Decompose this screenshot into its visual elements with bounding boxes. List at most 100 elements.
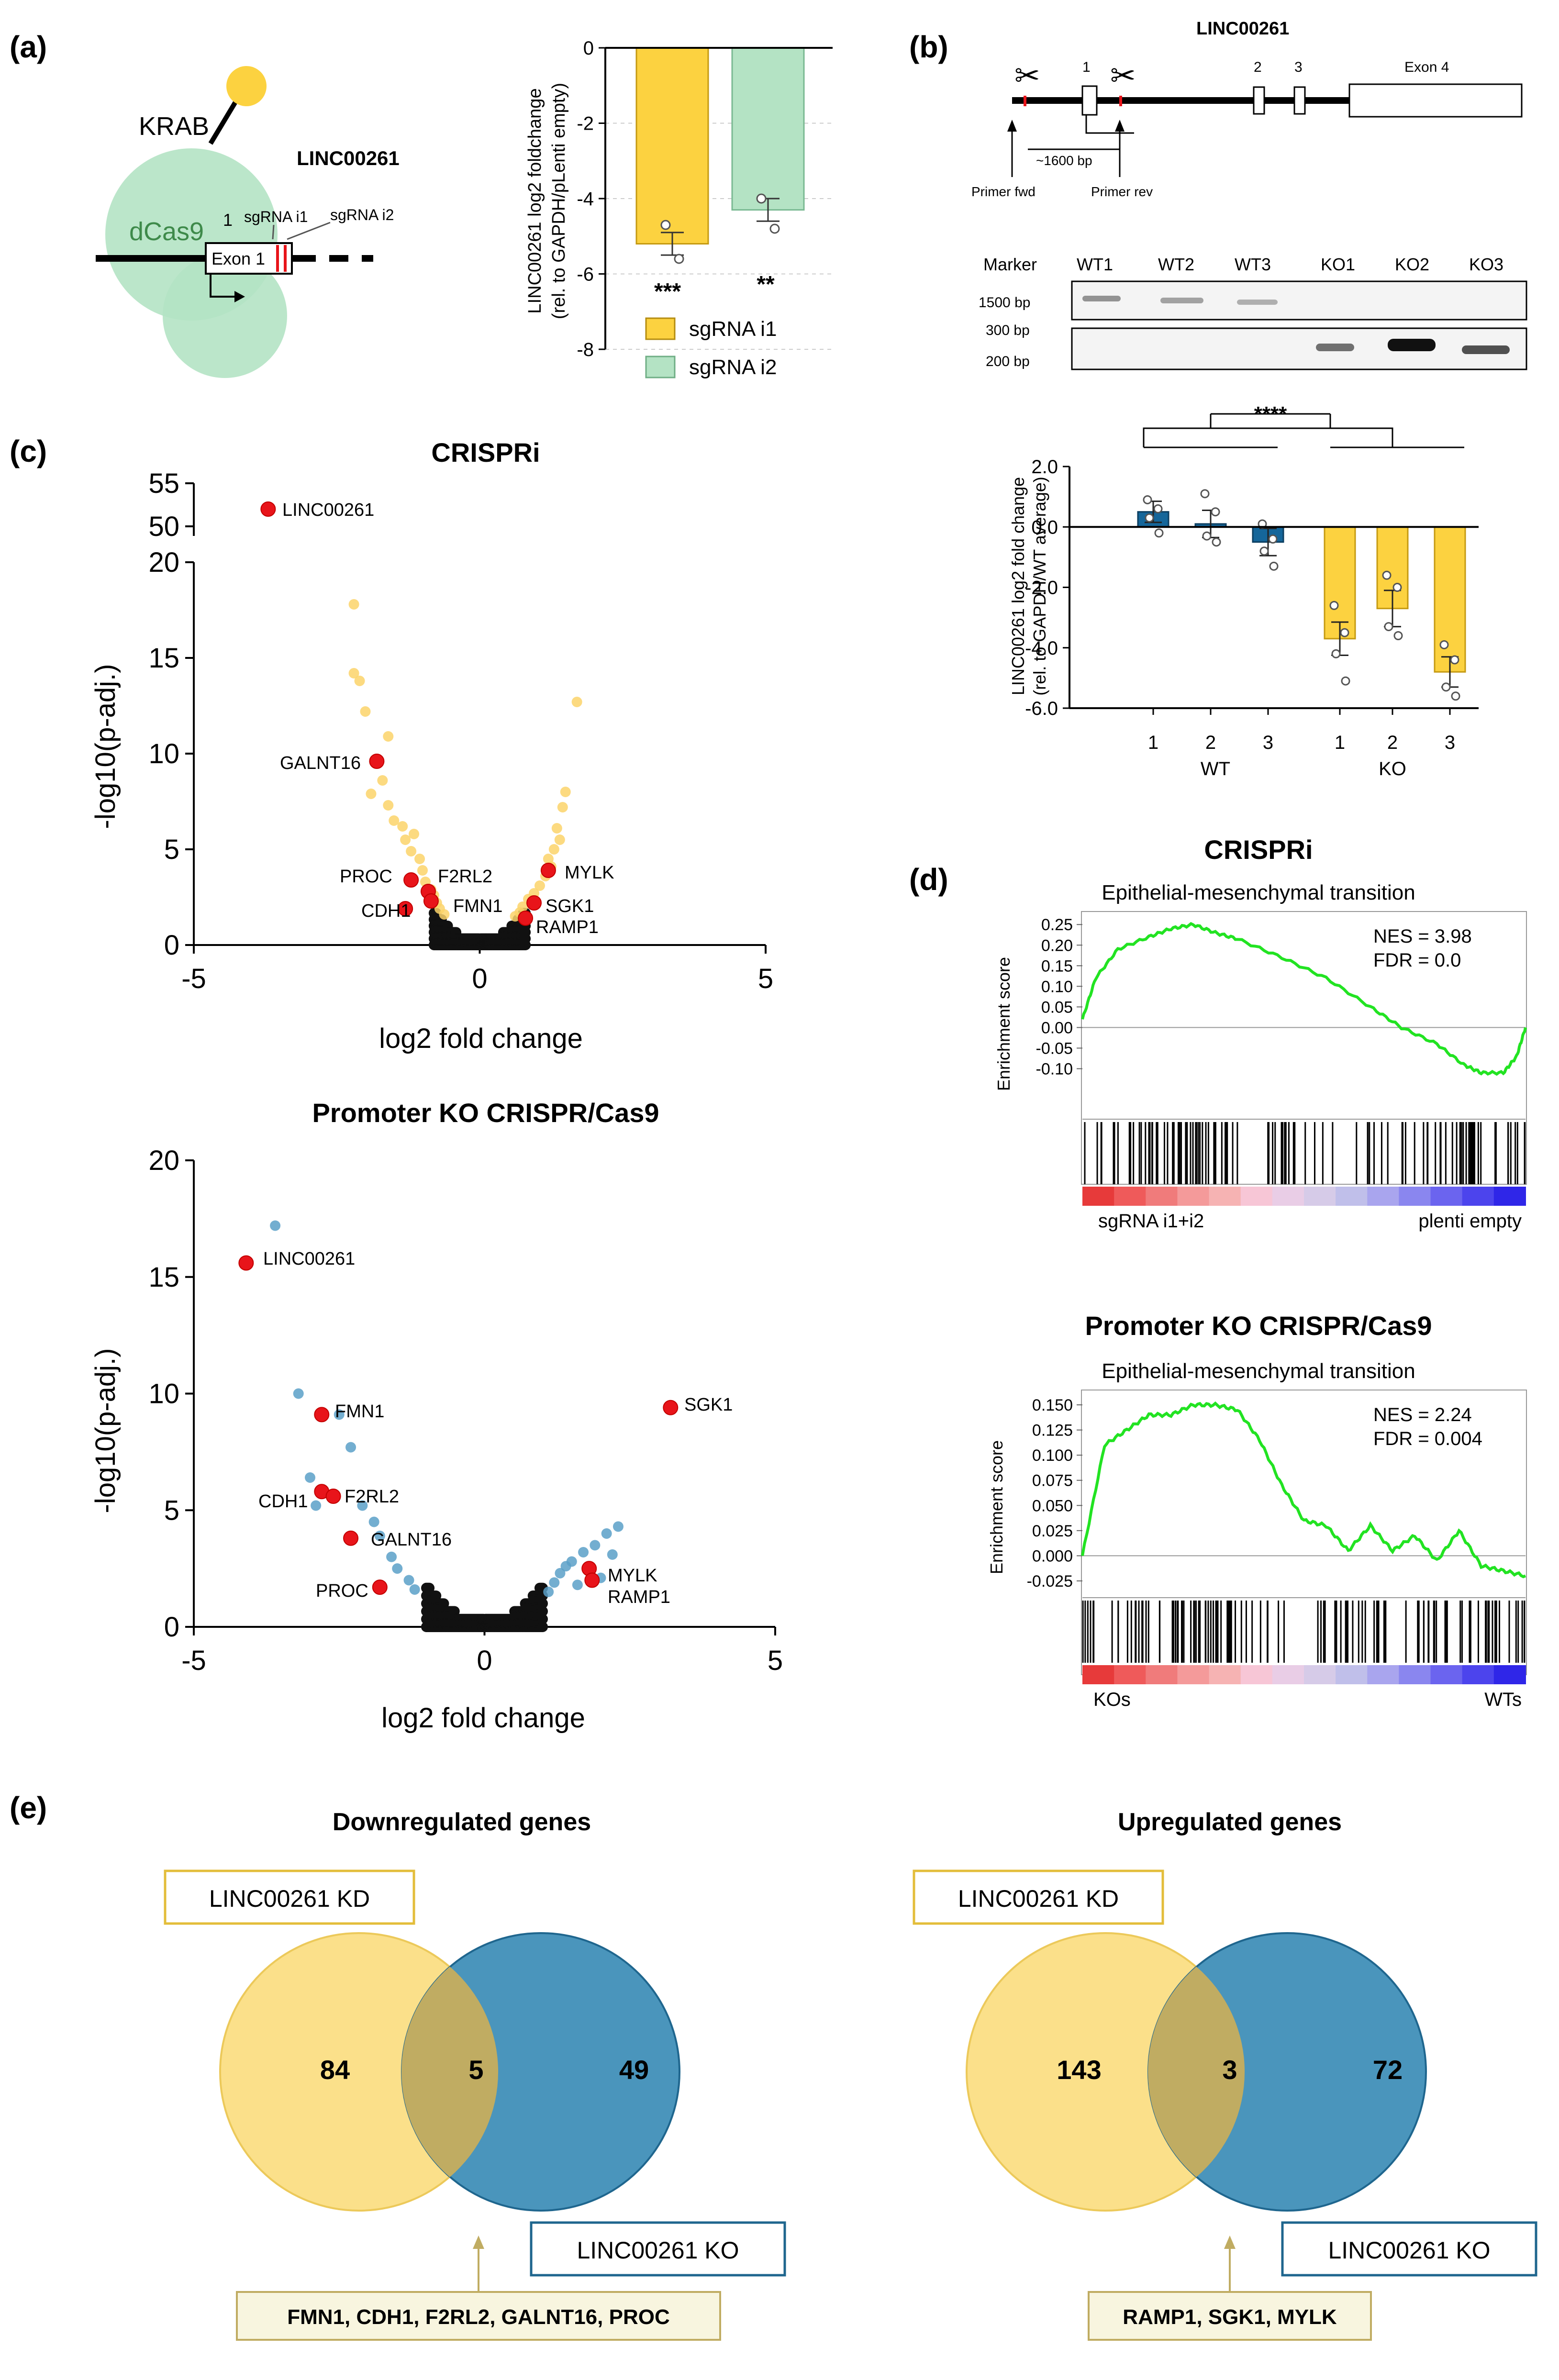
volcano-gene-label: RAMP1 — [536, 917, 599, 937]
gel-lane-wt1: WT1 — [1077, 255, 1113, 274]
gsea-ytick-label: -0.025 — [1027, 1572, 1073, 1590]
gel-lane-ko1: KO1 — [1321, 255, 1355, 274]
b-point — [1211, 507, 1220, 517]
volcano-sig-point — [293, 1388, 304, 1399]
b-sig-stars: **** — [1254, 402, 1287, 426]
venn-down-left-count: 84 — [320, 2055, 350, 2085]
gel-bp1500: 1500 bp — [979, 295, 1030, 311]
primer-rev-arrowhead — [1115, 120, 1125, 132]
volcano-crispri-xlabel: log2 fold change — [379, 1023, 583, 1054]
venn-up-left-count: 143 — [1057, 2055, 1101, 2085]
map-exon4-label: Exon 4 — [1404, 59, 1449, 75]
gsea-ranked-list-segment — [1240, 1187, 1273, 1206]
gsea-crispri-subtitle: Epithelial-mesenchymal transition — [1102, 881, 1415, 904]
gsea-ranked-list-segment — [1209, 1665, 1241, 1684]
volcano-sig-point — [549, 1577, 560, 1588]
b-point — [1259, 546, 1269, 556]
volcano-sig-point — [601, 1528, 612, 1539]
volcano-gene-label: FMN1 — [453, 896, 502, 916]
panel-b-label: (b) — [909, 30, 948, 64]
scissors-icon-left: ✂ — [1014, 58, 1040, 93]
gsea-ytick-label: 0.025 — [1032, 1522, 1073, 1540]
dcas9-blob-bottom — [163, 254, 287, 378]
gsea-ranked-list-segment — [1272, 1665, 1304, 1684]
exon1-label: Exon 1 — [212, 249, 265, 268]
gsea-ytick-label: 0.075 — [1032, 1472, 1073, 1490]
gsea-ytick-label: 0.10 — [1041, 978, 1073, 996]
volcano-sig-point — [354, 676, 365, 686]
scissors-icon-right: ✂ — [1110, 58, 1136, 93]
b-bar-chart: LINC00261 log2 fold change (rel. to GAPD… — [1008, 402, 1479, 779]
volcano-ytick-label: 20 — [148, 1145, 179, 1176]
gsea-crispri-marks: 0.25 0.20 0.15 0.10 0.05 0.00 -0.05 -0.10 — [1036, 916, 1527, 1206]
gsea-crispri-left-label: sgRNA i1+i2 — [1098, 1211, 1204, 1232]
a-ytick-label: -2 — [577, 113, 594, 134]
primer-fwd-label: Primer fwd — [971, 184, 1036, 199]
gsea-ranked-list-segment — [1209, 1187, 1241, 1206]
volcano-sig-point — [409, 1584, 420, 1595]
volcano-sig-point — [383, 731, 394, 742]
venn-up-right-count: 72 — [1373, 2055, 1403, 2085]
gsea-ytick-label: 0.150 — [1032, 1396, 1073, 1414]
gel-bp200: 200 bp — [986, 354, 1030, 369]
venn-up-kd-label: LINC00261 KD — [958, 1885, 1119, 1912]
map-exon3 — [1293, 86, 1306, 115]
volcano-gene-label: LINC00261 — [282, 500, 374, 520]
volcano-ytick-label: 0 — [164, 930, 179, 961]
volcano-sig-point — [334, 1409, 345, 1420]
volcano-sig-point — [406, 846, 417, 856]
volcano-xtick-label: 0 — [477, 1645, 492, 1676]
venn-down-kd-label: LINC00261 KD — [209, 1885, 370, 1912]
volcano-sig-point — [345, 1442, 356, 1453]
volcano-sig-point — [557, 802, 568, 812]
volcano-sig-point — [551, 823, 562, 834]
gsea-ytick-label: 0.20 — [1041, 936, 1073, 955]
venn-down-kd-box — [164, 1869, 415, 1925]
volcano-gene-label: FMN1 — [335, 1401, 384, 1422]
b-ylabel-line1: LINC00261 log2 fold change — [1008, 477, 1028, 695]
volcano-sig-point — [368, 1516, 379, 1527]
gsea-ko-marks: 0.150 0.125 0.100 0.075 0.050 0.025 0.000 -0.02… — [1027, 1396, 1526, 1684]
volcano-ko-ylabel: -log10(p-adj.) — [90, 1348, 121, 1513]
b-sig-bracket-outer — [1143, 427, 1393, 447]
volcano-sig-point — [400, 834, 411, 845]
a-point — [660, 220, 671, 230]
venn-up-genes-box — [1088, 2291, 1372, 2341]
gsea-ranked-list-segment — [1367, 1665, 1400, 1684]
a-ylabel-line1: LINC00261 log2 foldchange — [525, 88, 545, 313]
gsea-ranked-list-segment — [1177, 1665, 1210, 1684]
gel-lane-ko3: KO3 — [1469, 255, 1503, 274]
b-point — [1450, 655, 1459, 665]
b-chart-marks: 2.0 0.0 -2.0 -4.0 -6.0 1 2 3 1 2 3 — [1025, 456, 1479, 753]
primer-fwd-arrowhead — [1007, 120, 1017, 132]
volcano-highlight-point — [369, 754, 385, 769]
volcano-gene-label: SGK1 — [684, 1395, 733, 1415]
volcano-sig-point — [383, 800, 394, 811]
volcano-crispri: CRISPRi log2 fold change -log10(p-adj.) … — [90, 437, 773, 1054]
panel-e-label: (e) — [10, 1791, 47, 1825]
gsea-ranked-list-segment — [1493, 1187, 1526, 1206]
volcano-sig-point — [392, 1563, 403, 1574]
b-point — [1331, 649, 1341, 658]
a-point — [756, 193, 767, 204]
volcano-ko: Promoter KO CRISPR/Cas9 log2 fold change… — [90, 1098, 783, 1734]
volcano-sig-point — [377, 775, 388, 786]
a-chart-marks: 0 -2 -4 -6 -8 — [577, 38, 833, 360]
volcano-sig-point — [348, 668, 359, 678]
volcano-sig-point — [534, 880, 545, 891]
b-point — [1441, 682, 1451, 692]
volcano-sig-point — [571, 697, 582, 707]
volcano-ytick-label: 5 — [164, 834, 179, 865]
gsea-ytick-label: 0.000 — [1032, 1547, 1073, 1565]
krab-domain — [226, 66, 267, 106]
gsea-ranked-list-segment — [1114, 1665, 1147, 1684]
gsea-ko-fdr: FDR = 0.004 — [1373, 1428, 1482, 1449]
sgrna2-leader — [287, 222, 331, 240]
volcano-gene-label: F2RL2 — [438, 867, 492, 887]
volcano-sig-point — [612, 1521, 624, 1532]
gsea-ranked-list-segment — [1304, 1187, 1336, 1206]
b-ytick-label: -4.0 — [1025, 638, 1058, 659]
exon1-number: 1 — [223, 210, 233, 230]
a-ytick-label: -8 — [577, 339, 594, 360]
